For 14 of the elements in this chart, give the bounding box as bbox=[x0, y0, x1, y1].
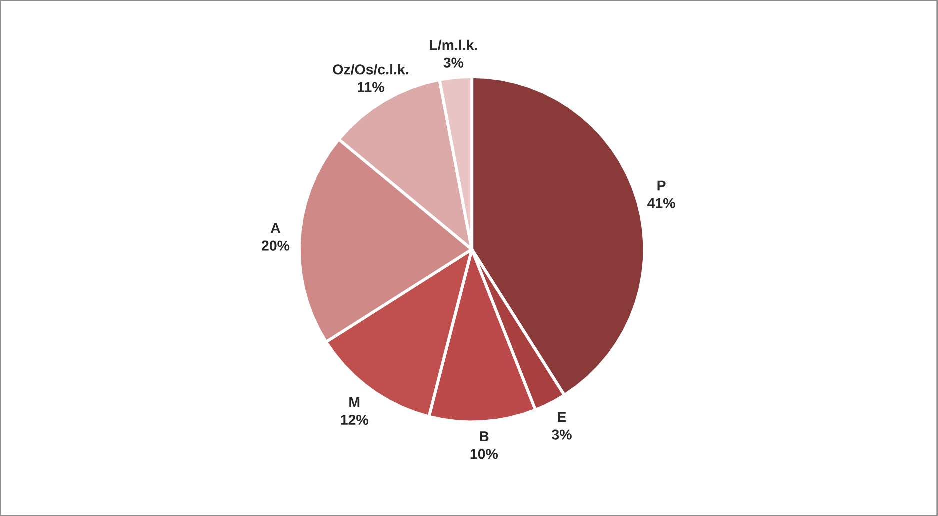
slice-label: Oz/Os/c.l.k. bbox=[333, 64, 408, 75]
slice-label: M bbox=[350, 397, 360, 408]
slice-label: L/m.l.k. bbox=[430, 40, 478, 50]
data-label: 12% bbox=[341, 414, 368, 425]
slice-label: A bbox=[270, 223, 280, 233]
data-label: 3% bbox=[444, 58, 464, 68]
slice-label: P bbox=[658, 180, 666, 190]
data-label: 41% bbox=[648, 198, 676, 208]
data-label: 11% bbox=[358, 82, 384, 92]
data-label: 20% bbox=[262, 240, 290, 251]
slice-label: B bbox=[480, 431, 489, 442]
data-label: 3% bbox=[552, 430, 572, 440]
slice-label: E bbox=[558, 412, 566, 422]
data-label: 10% bbox=[470, 448, 498, 459]
